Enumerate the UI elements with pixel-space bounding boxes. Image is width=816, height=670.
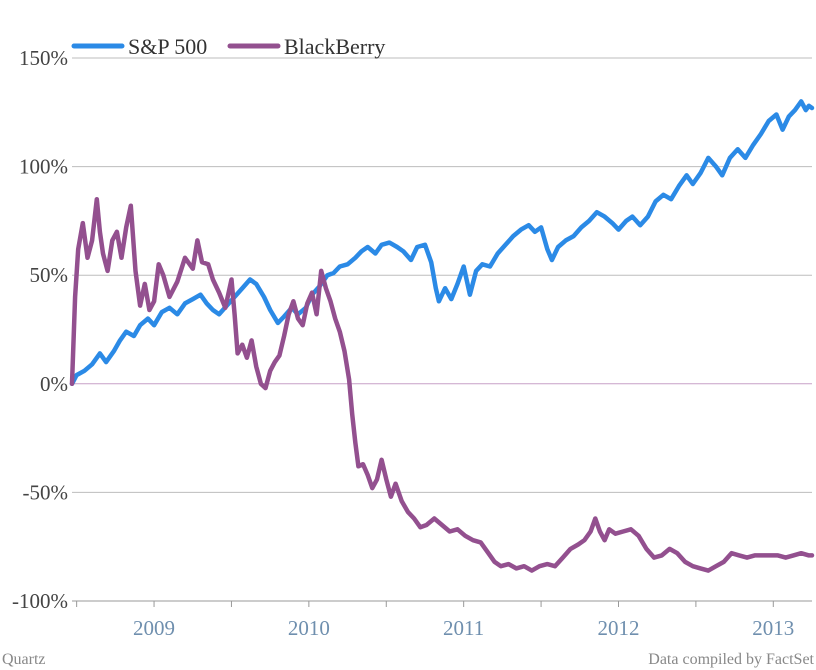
legend-label: S&P 500	[128, 34, 207, 59]
y-tick-label: 150%	[19, 46, 68, 70]
y-tick-label: -100%	[12, 589, 68, 613]
series-line-blackberry	[69, 196, 815, 573]
series-line-s-p-500	[69, 99, 815, 387]
series-lines	[69, 99, 815, 573]
grid-lines	[72, 57, 812, 602]
y-tick-label: 0%	[40, 372, 68, 396]
y-tick-label: 50%	[30, 263, 69, 287]
x-tick-label: 2011	[443, 616, 484, 640]
x-tick-label: 2013	[752, 616, 794, 640]
source-right-label: Data compiled by FactSet	[648, 651, 814, 668]
y-axis-tick-labels: 150% 100% 50% 0% -50% -100%	[12, 46, 68, 613]
legend: S&P 500 BlackBerry	[71, 34, 385, 59]
y-tick-label: 100%	[19, 155, 68, 179]
x-tick-label: 2012	[597, 616, 639, 640]
legend-label: BlackBerry	[284, 34, 385, 59]
y-tick-label: -50%	[23, 480, 69, 504]
x-tick-label: 2010	[288, 616, 330, 640]
x-axis: 2009 2010 2011 2012 2013	[72, 600, 812, 640]
source-left-label: Quartz	[2, 651, 46, 668]
x-tick-label: 2009	[133, 616, 175, 640]
